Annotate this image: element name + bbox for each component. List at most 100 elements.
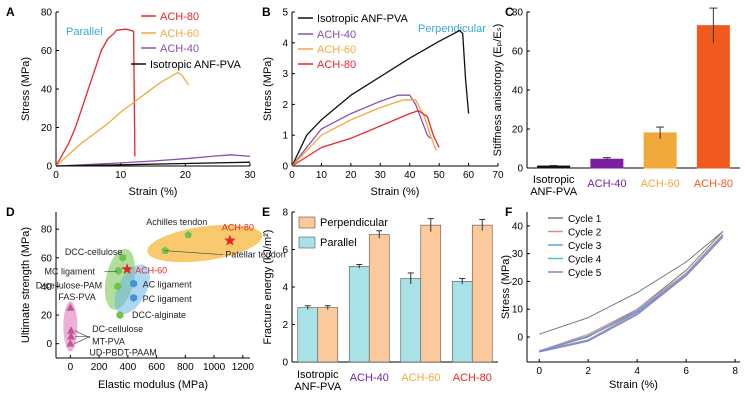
panel-e-y-axis-label: Fracture energy (kJ/m²) [262, 230, 274, 345]
panel-f-y-tick-label: 20 [512, 277, 524, 288]
panel-d-point-achilles-tendon [184, 230, 192, 239]
panel-b-x-tick-label: 10 [316, 170, 328, 181]
panel-e-bar-perpendicular [471, 224, 493, 363]
panel-f-series-cycle-4-loading [539, 236, 724, 352]
panel-a-y-tick-label: 60 [41, 46, 53, 57]
panel-c-y-tick-label: 40 [512, 86, 524, 97]
panel-d-x-axis-label: Elastic modulus (MPa) [98, 379, 208, 391]
panel-f-y-tick-label: 0 [517, 333, 523, 344]
panel-d-y-tick-label: 20 [41, 311, 53, 322]
panel-a-legend-label: Isotropic ANF-PVA [150, 59, 242, 71]
panel-b-y-tick-label: 4 [282, 38, 288, 49]
panel-d-point-fas-pva [66, 303, 75, 311]
panel-e-bar-perpendicular [317, 307, 339, 363]
panel-e-panel-letter: E [262, 205, 270, 219]
panel-f-series-cycle-5-unloading [539, 236, 724, 353]
panel-d-y-tick-label: 0 [46, 339, 52, 350]
panel-d-point-ud-pbdt-paam [66, 339, 75, 347]
panel-e-legend-label: Perpendicular [320, 217, 388, 229]
panel-d-point-dc-cellulose [67, 326, 76, 334]
panel-a-series-isotropic-anf-pva [55, 161, 251, 167]
panel-a-panel-letter: A [6, 5, 15, 19]
panel-d-leader-line [165, 250, 224, 255]
panel-f-y-tick-label: 30 [512, 249, 524, 260]
panel-d-point-label: AC ligament [143, 280, 193, 290]
panel-d-point-patellar-tendon [161, 246, 169, 254]
panel-f-y-axis-label: Stress (MPa) [500, 255, 512, 319]
panel-a: 0 10 20 30 0 20 40 60 80 A Stress (MPa) Strain (%) P… [6, 5, 256, 198]
panel-d: 0 200 400 600 800 1000 1200020406080DUltimate … [6, 205, 286, 391]
panel-d-x-tick-label: 200 [91, 362, 108, 373]
panel-d-point-mt-pva [67, 332, 76, 340]
panel-d-point-label: DC-cellulose [92, 324, 143, 334]
panel-f-x-tick-label: 4 [634, 366, 640, 377]
panel-a-y-axis-label: Stress (MPa) [20, 57, 32, 121]
panel-d-point-label: DCC-alginate [132, 310, 186, 320]
panel-a-y-tick-label: 0 [46, 162, 52, 173]
panel-b-x-tick-label: 30 [375, 170, 387, 181]
panel-f-legend-label: Cycle 3 [568, 241, 602, 252]
panel-a-legend-label: ACH-40 [160, 43, 199, 55]
panel-a-x-tick-label: 0 [53, 170, 59, 181]
panel-e-category-line: ANF-PVA [294, 381, 342, 393]
panel-e-legend-swatch [298, 216, 316, 229]
panel-d-x-tick-label: 600 [148, 362, 165, 373]
panel-d-x-tick-label: 1200 [232, 362, 255, 373]
panel-a-y-tick-label: 80 [41, 8, 53, 19]
panel-d-point-mc-ligament [115, 266, 122, 275]
panel-b-legend-label: ACH-60 [317, 44, 356, 56]
panel-f-series-cycle-1-unloading [539, 231, 724, 352]
panel-e-bar-parallel [348, 266, 370, 363]
panel-c-y-tick-label: 60 [512, 47, 524, 58]
panel-d-point-ach-60 [121, 263, 133, 275]
panel-b-series-ach-60 [291, 99, 437, 167]
panel-e-y-tick-label: 0 [282, 358, 288, 369]
panel-f-series-cycle-2-loading [539, 233, 724, 352]
panel-e-category-label: Isotropic ANF-PVA [294, 369, 342, 393]
panel-f-legend-label: Cycle 2 [568, 228, 602, 239]
panel-f-y-tick-label: 10 [512, 305, 524, 316]
panel-c-category-label: Isotropic ANF-PVA [530, 174, 578, 198]
panel-a-legend-label: ACH-80 [160, 11, 199, 23]
panel-e-bar-perpendicular [368, 234, 390, 363]
panel-a-x-tick-label: 30 [244, 170, 256, 181]
panel-d-point-ac-ligament [130, 279, 138, 288]
panel-d-point-label: MT-PVA [92, 337, 125, 347]
panel-b-x-tick-label: 70 [492, 170, 504, 181]
panel-b-x-tick-label: 20 [345, 170, 357, 181]
panel-b-series-ach-40 [291, 94, 431, 167]
panel-d-point-label: Achilles tendon [146, 217, 207, 227]
panel-c-bar-ach-80 [696, 25, 730, 169]
panel-c-y-tick-label: 20 [512, 125, 524, 136]
panel-c-y-tick-label: 80 [512, 8, 524, 19]
panel-a-series-ach-60 [55, 71, 190, 167]
panel-f-x-axis-label: Strain (%) [609, 379, 658, 391]
panel-c-category-label: ACH-80 [694, 178, 733, 190]
panel-f-legend-label: Cycle 5 [568, 268, 602, 279]
panel-d-point-d-cellulose-pam [114, 282, 122, 291]
panel-f: 0 2 4 6 8 0 10 20 30 40F Stress (MPa) Strain (%) Cyc… [500, 205, 740, 391]
panel-c-category-line: Isotropic [533, 174, 575, 186]
panel-d-x-tick-label: 800 [177, 362, 194, 373]
panel-d-point-ach-80 [224, 234, 236, 246]
panel-c-panel-letter: C [505, 5, 514, 19]
panel-d-panel-letter: D [6, 205, 15, 219]
panel-d-y-axis-label: Ultimate strength (MPa) [20, 227, 32, 343]
panel-d-point-pc-ligament [130, 293, 138, 302]
panel-e-legend-swatch [298, 236, 316, 249]
panel-b-y-tick-label: 2 [282, 100, 288, 111]
panel-d-x-tick-label: 400 [120, 362, 137, 373]
panel-d-point-label: MC ligament [45, 267, 96, 277]
panel-f-legend-label: Cycle 4 [568, 255, 602, 266]
panel-f-x-tick-label: 2 [585, 366, 591, 377]
panel-c-y-axis-label: Stiffness anisotropy (Eₚ/Eₛ) [492, 24, 504, 157]
panel-f-x-tick-label: 6 [683, 366, 689, 377]
panel-e-y-tick-label: 6 [282, 245, 288, 256]
panel-e-legend-label: Parallel [320, 237, 357, 249]
panel-b-series-ach-80 [291, 109, 440, 167]
panel-d-y-tick-label: 60 [41, 253, 53, 264]
panel-a-x-axis-label: Strain (%) [129, 186, 178, 198]
panel-e-bar-perpendicular [420, 224, 442, 363]
panel-b-annotation: Perpendicular [418, 23, 486, 35]
